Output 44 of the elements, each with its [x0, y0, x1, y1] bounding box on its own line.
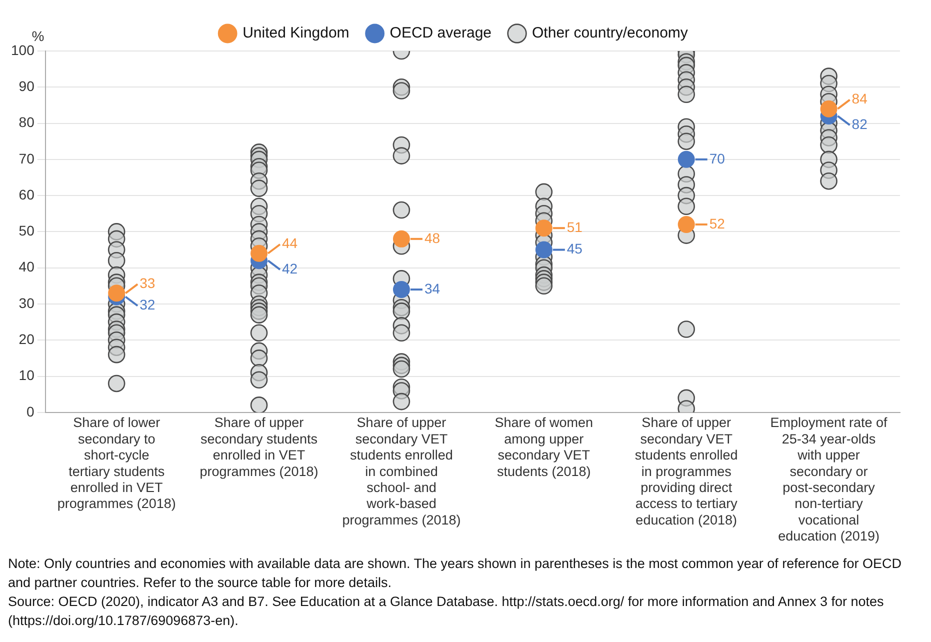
y-tick-label: 50 [18, 222, 35, 239]
x-tick-label: Share of lower secondary to short-cycle tertiary students enrolled in VET programmes (2018) [57, 415, 176, 512]
source-note: Source: OECD (2020), indicator A3 and B7. See Education at a Glance Database. http://stats.oecd.org/ for more information and Annex 3 for notes (https://doi.org/10.1787/69096873-en). [8, 593, 885, 630]
x-tick-label: Share of upper secondary VET students enrolled in programmes providing direct access to tertiary education (2018) [634, 415, 738, 528]
y-tick-label: 20 [18, 330, 35, 347]
y-tick-label: 30 [18, 294, 35, 311]
point [108, 284, 126, 302]
data-label: 52 [709, 215, 726, 232]
data-label: 48 [424, 230, 440, 246]
legend-label: United Kingdom [242, 24, 350, 42]
point [820, 100, 838, 118]
data-label: 34 [424, 280, 440, 296]
data-label: 44 [282, 235, 298, 252]
y-tick-label: 70 [18, 150, 35, 166]
point [392, 230, 410, 248]
point [535, 241, 552, 258]
x-tick-label: Employment rate of 25-34 year-olds with upper secondary or post-secondary non-tertiary vocational education (2019) [770, 415, 888, 544]
text: Note: Only countries and economies with available data are shown. The years shown in parentheses is the most common year of reference for OECD and partner countries. Refer to the source table for more details. [8, 555, 902, 592]
point [678, 216, 695, 233]
x-tick-label: Share of women among upper secondary VET students (2018) [494, 415, 594, 479]
y-tick-label: 40 [18, 258, 35, 275]
data-label: 42 [282, 260, 298, 276]
point [678, 150, 695, 168]
legend-label: Other country/economy [532, 24, 688, 42]
point [392, 281, 410, 298]
y-tick-label: 100 [11, 42, 35, 58]
data-label: 45 [566, 240, 583, 257]
y-axis-title: % [32, 28, 44, 44]
y-tick-label: 90 [18, 78, 35, 94]
data-label: 32 [140, 296, 156, 313]
point [535, 220, 552, 237]
data-label: 82 [852, 116, 868, 132]
x-tick-label: Share of upper secondary students enrolled in VET programmes (2018) [200, 415, 318, 479]
data-label: 70 [709, 150, 726, 166]
data-label: 84 [852, 90, 868, 107]
data-label: 33 [140, 274, 156, 291]
x-tick-label: Share of upper secondary VET students enrolled in combined school- and work-based programmes (2018) [342, 415, 461, 528]
y-tick-label: 80 [18, 114, 35, 130]
legend-label: OECD average [390, 24, 492, 42]
data-label: 51 [566, 218, 583, 235]
y-tick-label: 10 [18, 367, 35, 384]
y-tick-label: 60 [18, 186, 35, 202]
point [250, 244, 268, 262]
y-tick-label: 0 [26, 403, 35, 420]
